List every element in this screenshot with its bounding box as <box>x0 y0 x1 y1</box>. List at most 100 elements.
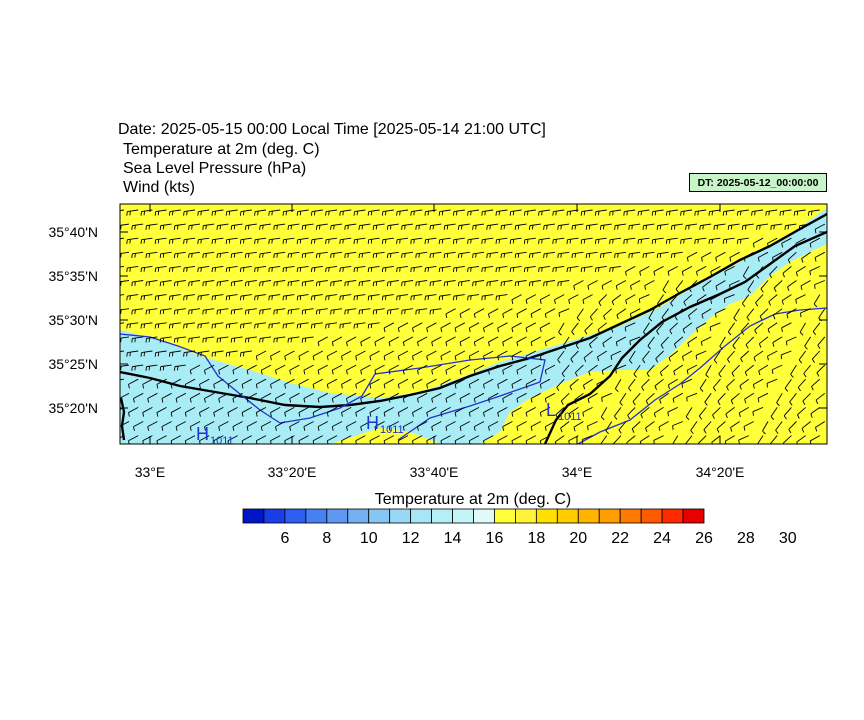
wind-barb-feather <box>539 299 542 304</box>
wind-barb <box>459 308 471 315</box>
wind-barb-feather <box>457 225 460 230</box>
wind-barb <box>132 336 144 339</box>
dt-badge: DT: 2025-05-12_00:00:00 <box>689 173 827 192</box>
wind-barb <box>666 237 678 241</box>
wind-barb-feather <box>232 370 235 375</box>
wind-barb-feather <box>599 253 602 259</box>
wind-barb-feather <box>600 416 605 421</box>
wind-barb <box>354 237 366 241</box>
wind-barb <box>426 407 437 413</box>
wind-barb-feather <box>290 225 293 230</box>
wind-barb-feather <box>299 239 302 244</box>
wind-barb <box>132 308 144 311</box>
wind-barb-feather <box>597 329 601 334</box>
wind-barb <box>727 350 735 360</box>
wind-barb <box>741 294 750 304</box>
wind-barb-feather <box>347 253 349 258</box>
wind-barb-feather <box>497 440 499 444</box>
colorbar <box>242 508 705 524</box>
wind-barb-feather <box>211 352 213 357</box>
wind-barb <box>783 435 792 444</box>
wind-barb-feather <box>509 211 512 216</box>
coastline-west <box>120 397 126 441</box>
wind-barb-feather <box>795 299 797 304</box>
wind-barb-feather <box>145 310 147 315</box>
wind-barb-feather <box>275 426 277 431</box>
wind-barb <box>246 364 258 371</box>
wind-barb <box>627 407 636 416</box>
wind-barb-feather <box>233 309 236 315</box>
wind-barb-feather <box>254 324 256 329</box>
wind-barb-feather <box>525 327 528 333</box>
wind-barb-feather <box>733 317 737 322</box>
wind-barb-feather <box>142 384 145 389</box>
wind-barb-feather <box>296 324 299 329</box>
wind-barb-feather <box>227 440 230 444</box>
wind-barb-feather <box>746 316 750 321</box>
wind-barb <box>174 280 186 283</box>
wind-barb-feather <box>412 412 414 417</box>
wind-barb-feather <box>415 253 417 259</box>
wind-barb-feather <box>325 211 327 216</box>
wind-barb-feather <box>186 211 188 216</box>
wind-barb-feather <box>426 384 429 389</box>
wind-barb-feather <box>672 445 675 448</box>
wind-barb-feather <box>426 327 429 333</box>
wind-barb-feather <box>426 356 429 361</box>
colorbar-swatch <box>473 508 495 524</box>
wind-barb-feather <box>641 386 645 391</box>
wind-barb <box>212 294 224 297</box>
wind-barb-feather <box>375 281 378 286</box>
wind-barb-feather <box>575 344 579 349</box>
wind-barb-feather <box>814 257 817 262</box>
wind-barb-feather <box>225 239 228 244</box>
wind-barb-feather <box>361 253 364 258</box>
wind-barb-feather <box>525 440 528 444</box>
wind-barb-feather <box>556 387 560 392</box>
wind-barb-feather <box>541 267 543 272</box>
wind-barb <box>288 280 300 283</box>
wind-barb-feather <box>254 267 256 273</box>
wind-barb <box>155 265 167 269</box>
wind-barb-feather <box>140 296 142 301</box>
wind-barb <box>240 209 252 212</box>
wind-barb <box>402 308 414 311</box>
wind-barb-feather <box>162 337 165 343</box>
wind-barb-feather <box>159 338 162 343</box>
wind-barb <box>686 364 698 371</box>
wind-barb-feather <box>659 372 663 377</box>
wind-barb-feather <box>467 239 469 244</box>
wind-barb <box>553 265 565 269</box>
wind-barb-feather <box>427 211 430 216</box>
wind-barb-feather <box>168 352 171 357</box>
wind-barb-feather <box>157 295 160 300</box>
wind-barb-feather <box>232 426 235 431</box>
wind-barb-feather <box>276 281 278 286</box>
wind-barb-feather <box>262 225 264 230</box>
wind-barb-feather <box>325 267 327 273</box>
wind-barb-feather <box>460 281 463 286</box>
wind-barb-feather <box>612 267 614 272</box>
wind-barb-feather <box>134 253 136 258</box>
wind-barb-feather <box>511 299 514 304</box>
wind-barb <box>717 392 726 402</box>
wind-barb-feather <box>134 366 136 371</box>
wind-barb-feather <box>413 211 415 216</box>
wind-barb-feather <box>488 398 490 403</box>
wind-barb <box>558 251 570 255</box>
wind-barb <box>701 336 712 343</box>
wind-barb-feather <box>631 253 633 258</box>
wind-barb-feather <box>372 310 375 315</box>
wind-barb <box>316 280 328 283</box>
wind-barb <box>705 364 712 375</box>
wind-barb-feather <box>171 239 174 244</box>
wind-barb-feather <box>303 398 306 403</box>
wind-barb-feather <box>623 239 625 244</box>
wind-barb-feather <box>560 225 562 230</box>
wind-barb-feather <box>367 211 370 216</box>
wind-barb <box>469 435 480 442</box>
wind-barb <box>120 237 125 240</box>
wind-barb <box>497 350 508 357</box>
wind-barb-feather <box>218 398 221 403</box>
wind-barb-feather <box>582 385 586 390</box>
